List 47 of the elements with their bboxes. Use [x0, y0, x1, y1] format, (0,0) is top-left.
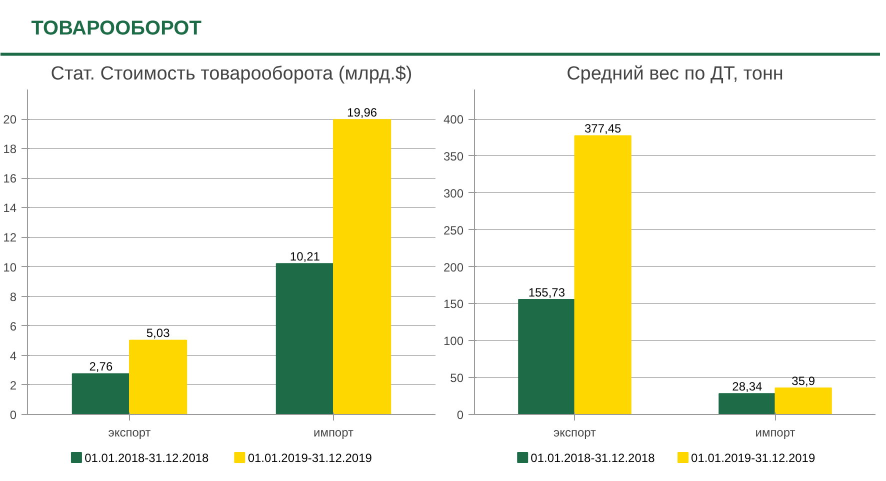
x-tick-label: импорт: [313, 426, 354, 440]
y-tick-label: 200: [443, 260, 464, 274]
data-label: 35,9: [792, 374, 816, 388]
data-label: 19,96: [347, 106, 378, 120]
bar: [718, 393, 776, 414]
data-label: 10,21: [290, 250, 320, 264]
y-tick-label: 8: [10, 290, 17, 304]
data-label: 377,45: [584, 122, 622, 136]
data-label: 2,76: [89, 360, 113, 374]
y-tick-label: 18: [3, 142, 17, 156]
data-label: 155,73: [528, 285, 566, 300]
x-tick-label: экспорт: [108, 426, 152, 440]
bar: [72, 373, 130, 414]
y-tick-label: 2: [10, 378, 17, 392]
x-tick-label: импорт: [755, 426, 796, 440]
chart-title: Стат. Стоимость товарооборота (млрд.$): [50, 64, 412, 84]
bar: [774, 387, 832, 414]
y-tick-label: 12: [3, 230, 17, 245]
legend-label: 01.01.2019-31.12.2019: [691, 451, 816, 465]
y-tick-label: 100: [443, 334, 464, 348]
legend-label: 01.01.2019-31.12.2019: [248, 451, 372, 465]
legend-label: 01.01.2018-31.12.2018: [530, 451, 656, 465]
chart-title: Средний вес по ДТ, тонн: [566, 64, 784, 84]
y-tick-label: 150: [443, 297, 464, 312]
text: ТОВАРООБОРОТ: [31, 18, 202, 40]
y-tick-label: 50: [450, 371, 464, 386]
y-tick-label: 0: [456, 408, 464, 422]
legend-label: 01.01.2018-31.12.2018: [84, 451, 210, 465]
y-tick-label: 10: [3, 260, 17, 274]
x-tick-label: экспорт: [553, 426, 597, 440]
y-tick-label: 14: [3, 201, 17, 216]
bar: [518, 298, 576, 414]
bar: [276, 263, 334, 414]
bar: [129, 340, 188, 414]
data-label: 28,34: [732, 380, 763, 394]
y-tick-label: 0: [10, 408, 17, 422]
y-tick-label: 300: [443, 186, 464, 200]
y-tick-label: 400: [443, 112, 464, 127]
y-tick-label: 16: [3, 172, 17, 186]
data-label: 5,03: [146, 326, 170, 340]
bar: [574, 135, 632, 414]
y-tick-label: 6: [10, 319, 17, 334]
y-tick-label: 350: [443, 149, 464, 164]
bar: [333, 119, 392, 414]
y-tick-label: 20: [3, 112, 17, 127]
y-tick-label: 4: [10, 348, 17, 363]
y-tick-label: 250: [443, 223, 464, 238]
